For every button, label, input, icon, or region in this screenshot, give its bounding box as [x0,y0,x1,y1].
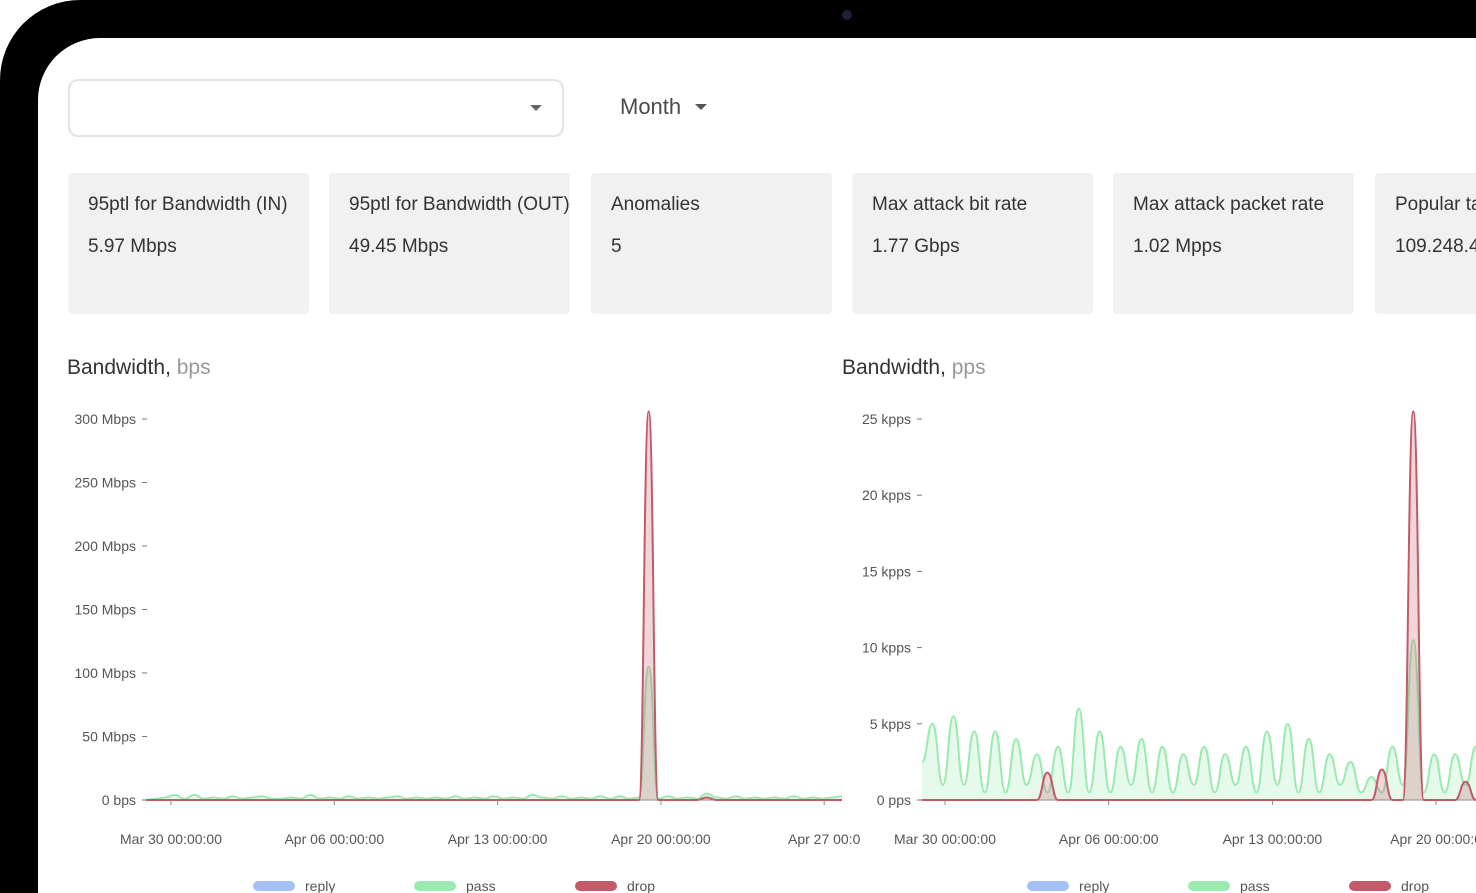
x-tick-label: Apr 20 00:00:00 [611,831,711,847]
stat-value: 1.77 Gbps [872,236,960,257]
stat-value: 49.45 Mbps [349,236,449,257]
legend-swatch-pass[interactable] [414,881,456,891]
stat-label: Popular ta [1395,194,1476,215]
legend-swatch-pass[interactable] [1188,881,1230,891]
chart-title-text: Bandwidth, [842,356,946,379]
x-tick-label: Apr 13 00:00:00 [448,831,548,847]
period-label: Month [620,94,682,119]
stat-value: 109.248.4 [1395,236,1476,257]
legend-label-pass[interactable]: pass [466,878,496,893]
stat-card-popular-target: Popular ta 109.248.4 [1375,173,1476,314]
chart-title-bps: Bandwidth, bps [67,356,211,380]
stat-card-max-attack-packet-rate: Max attack packet rate 1.02 Mpps [1113,173,1354,314]
series-area-drop [922,411,1476,800]
series-line-drop [922,410,1476,801]
stat-label: 95ptl for Bandwidth (OUT) [349,194,570,215]
chart-title-pps: Bandwidth, pps [842,356,986,380]
stat-label: Max attack packet rate [1133,194,1325,215]
period-dropdown[interactable]: Month [620,94,708,120]
series-area-pass [922,640,1476,800]
stat-label: Anomalies [611,194,700,215]
stat-card-max-attack-bit-rate: Max attack bit rate 1.77 Gbps [852,173,1093,314]
y-tick-label: 25 kpps [862,411,911,427]
legend-label-drop[interactable]: drop [1401,878,1429,893]
y-tick-label: 50 Mbps [82,729,136,745]
stat-value: 5.97 Mbps [88,236,177,257]
entity-select[interactable] [68,79,564,137]
series-line-pass [146,665,842,801]
stat-card-bandwidth-in: 95ptl for Bandwidth (IN) 5.97 Mbps [68,173,309,314]
x-tick-label: Apr 06 00:00:00 [284,831,384,847]
legend-label-pass[interactable]: pass [1240,878,1270,893]
chart-title-unit: pps [951,356,986,379]
series-group [146,410,842,801]
chart-title-text: Bandwidth, [67,356,171,379]
x-tick-label: Apr 13 00:00:00 [1223,831,1323,847]
chart-bandwidth-bps: 300 Mbps 250 Mbps 200 Mbps 150 Mbps 100 Mbps… [75,410,861,893]
series-group [922,410,1476,801]
x-tick-label: Apr 20 00:00:0 [1390,831,1476,847]
chevron-down-icon [530,105,542,111]
y-tick-label: 150 Mbps [75,602,136,618]
y-tick-label: 10 kpps [862,640,911,656]
series-line-pass [922,638,1476,794]
legend-swatch-reply[interactable] [1027,881,1069,891]
x-tick-label: Mar 30 00:00:00 [120,831,222,847]
legend-swatch-reply[interactable] [253,881,295,891]
y-tick-label: 300 Mbps [75,411,136,427]
stat-card-anomalies: Anomalies 5 [591,173,832,314]
dashboard-screen: Month 95ptl for Bandwidth (IN) 5.97 Mbps… [38,38,1476,893]
legend-label-drop[interactable]: drop [627,878,655,893]
stat-value: 1.02 Mpps [1133,236,1222,257]
stat-card-bandwidth-out: 95ptl for Bandwidth (OUT) 49.45 Mbps [329,173,570,314]
x-tick-label: Mar 30 00:00:00 [894,831,996,847]
legend-swatch-drop[interactable] [1349,881,1391,891]
chart-title-unit: bps [176,356,211,379]
camera-icon [842,10,852,20]
y-tick-label: 0 pps [877,792,911,808]
y-tick-label: 200 Mbps [75,538,136,554]
stat-value: 5 [611,236,622,257]
legend-swatch-drop[interactable] [575,881,617,891]
y-tick-label: 250 Mbps [75,475,136,491]
legend-label-reply[interactable]: reply [305,878,335,893]
chart-bandwidth-pps: 25 kpps 20 kpps 15 kpps 10 kpps 5 kpps 0 pps M… [862,410,1476,893]
y-tick-label: 20 kpps [862,487,911,503]
legend-label-reply[interactable]: reply [1079,878,1109,893]
y-tick-label: 0 bps [102,792,136,808]
chevron-down-icon [695,104,708,110]
y-tick-label: 15 kpps [862,563,911,579]
x-tick-label: Apr 06 00:00:00 [1059,831,1159,847]
series-line-drop [146,410,842,801]
stat-label: Max attack bit rate [872,194,1028,215]
y-tick-label: 100 Mbps [75,665,136,681]
x-tick-label: Apr 27 00:0 [788,831,861,847]
stat-label: 95ptl for Bandwidth (IN) [88,194,288,215]
y-tick-label: 5 kpps [870,716,911,732]
